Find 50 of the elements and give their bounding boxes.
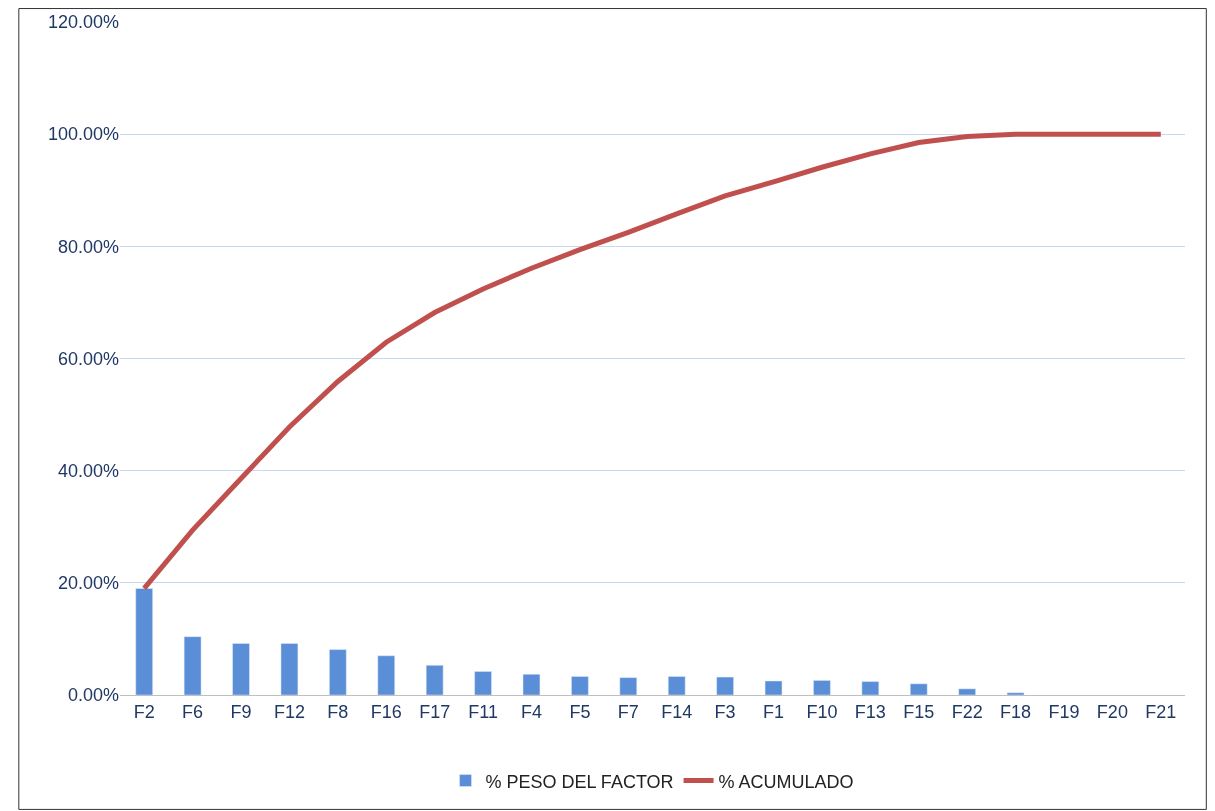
y-tick-label: 60.00%	[57, 348, 119, 369]
x-tick-label: F8	[327, 701, 349, 722]
bar	[183, 636, 202, 695]
x-tick-label: F10	[806, 701, 838, 722]
bar	[861, 681, 880, 695]
x-tick-label: F11	[468, 701, 498, 722]
y-tick-label: 40.00%	[57, 460, 119, 481]
x-tick-label: F5	[569, 701, 591, 722]
legend-label: % ACUMULADO	[718, 771, 854, 792]
x-tick-label: F17	[419, 701, 451, 722]
x-tick-label: F21	[1145, 701, 1177, 722]
bar	[135, 588, 153, 695]
x-tick-label: F19	[1048, 701, 1080, 722]
bar	[1006, 692, 1025, 695]
x-tick-label: F2	[133, 701, 155, 722]
bar	[619, 677, 638, 695]
bar	[474, 671, 492, 695]
x-tick-label: F1	[763, 701, 785, 722]
x-tick-label: F4	[520, 701, 542, 722]
x-tick-label: F9	[230, 701, 252, 722]
bar	[667, 676, 686, 695]
bar	[522, 674, 541, 695]
y-tick-label: 0.00%	[67, 685, 119, 706]
bar	[571, 676, 589, 695]
bar	[329, 649, 347, 695]
x-tick-label: F13	[854, 701, 886, 722]
y-tick-label: 120.00%	[47, 12, 119, 33]
x-tick-label: F22	[951, 701, 983, 722]
x-tick-label: F15	[903, 701, 935, 722]
x-tick-label: F14	[661, 701, 693, 722]
bar	[377, 655, 395, 695]
bar	[764, 680, 783, 695]
bar	[280, 643, 299, 695]
y-tick-label: 100.00%	[47, 124, 119, 145]
bar	[958, 688, 976, 695]
y-tick-label: 80.00%	[57, 236, 119, 257]
x-tick-label: F6	[182, 701, 204, 722]
bar	[910, 683, 928, 695]
x-tick-label: F18	[1000, 701, 1032, 722]
bar	[716, 676, 734, 695]
x-tick-label: F3	[714, 701, 736, 722]
y-tick-label: 20.00%	[57, 573, 119, 594]
legend-label: % PESO DEL FACTOR	[485, 771, 674, 792]
bar	[813, 680, 831, 695]
bar	[425, 665, 444, 695]
x-tick-label: F7	[617, 701, 639, 722]
x-tick-label: F12	[273, 701, 305, 722]
x-tick-label: F20	[1096, 701, 1128, 722]
bar	[232, 643, 250, 695]
x-tick-label: F16	[370, 701, 402, 722]
